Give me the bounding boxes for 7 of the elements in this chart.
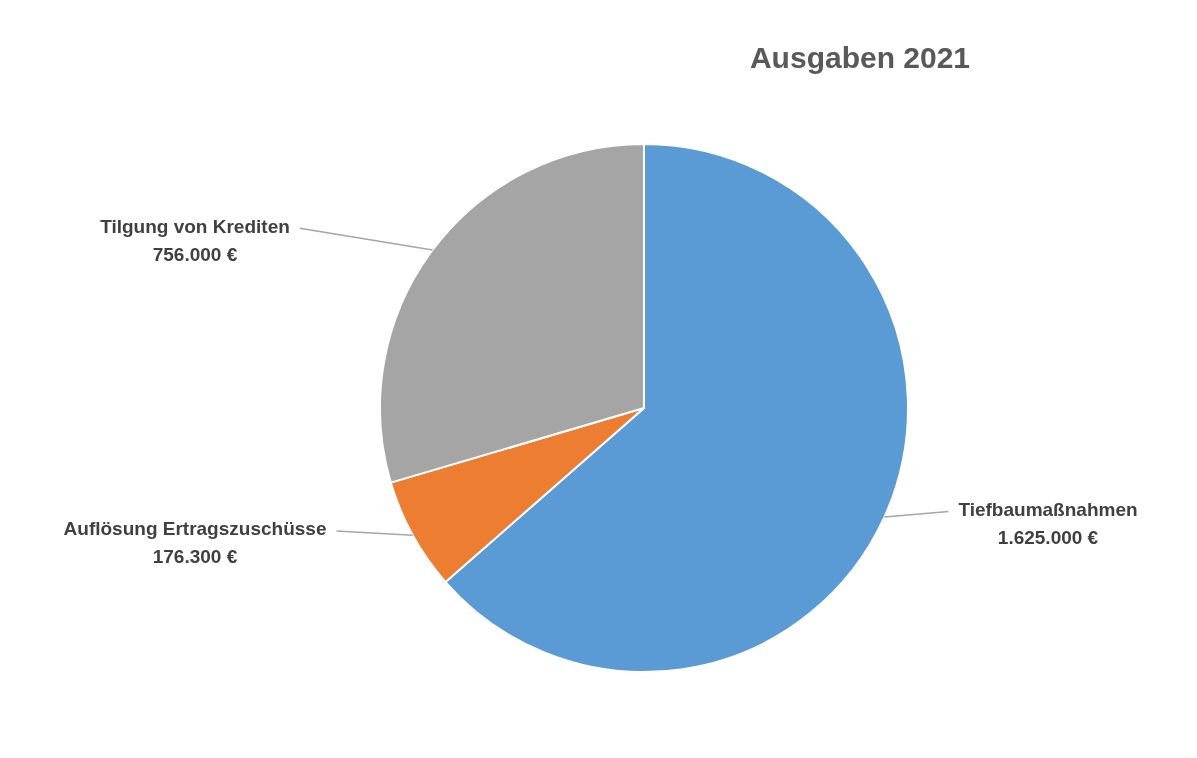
data-label: 176.300 € [152, 546, 238, 568]
chart-title: Ausgaben 2021 [749, 41, 971, 75]
slice-label: Tilgung von Krediten [100, 215, 290, 237]
data-label: 1.625.000 € [997, 526, 1099, 548]
slice-label: Auflösung Ertragszuschüsse [63, 518, 327, 540]
data-label: 756.000 € [152, 243, 238, 265]
slice-label: Tiefbaumaßnahmen [958, 498, 1138, 520]
